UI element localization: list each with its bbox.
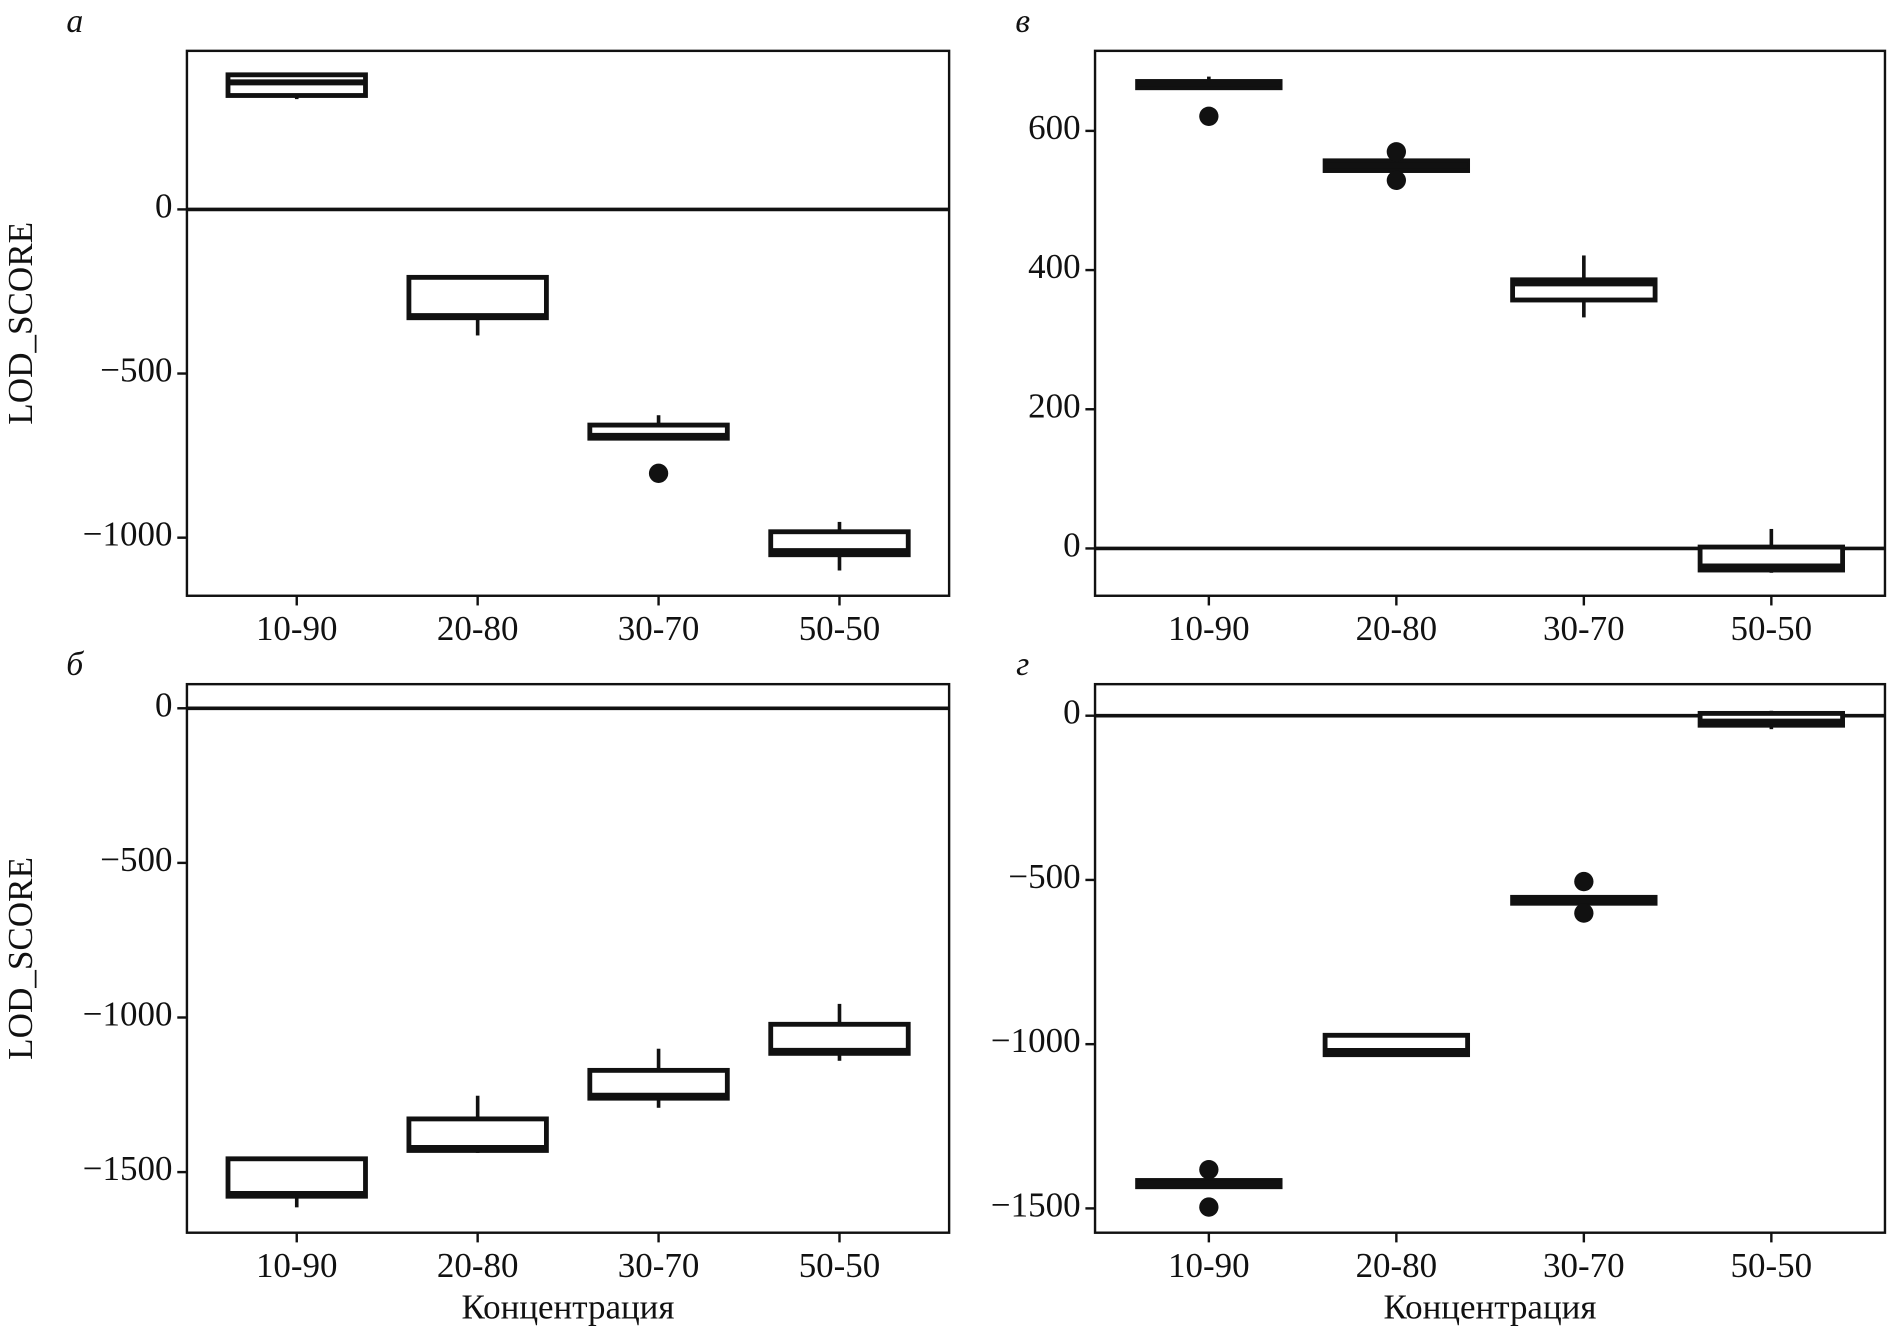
x-tick-label: 20-80 [437, 609, 519, 648]
x-axis-label: Концентрация [1384, 1287, 1597, 1326]
outlier [1386, 170, 1406, 190]
plot-frame [1093, 682, 1887, 1234]
y-tick-label: 0 [155, 685, 172, 724]
y-axis-label: LOD_SCORE [1, 222, 40, 425]
x-tick-label: 20-80 [437, 1246, 519, 1285]
x-tick-label: 10-90 [256, 609, 338, 648]
panel-label: б [66, 646, 84, 683]
x-tick-label: 20-80 [1356, 609, 1438, 648]
x-tick-label: 30-70 [618, 609, 700, 648]
outlier [1386, 142, 1406, 162]
x-tick-label: 10-90 [256, 1246, 338, 1285]
x-tick-label: 50-50 [799, 609, 881, 648]
y-tick-label: −500 [100, 351, 172, 390]
panel-label: г [1016, 646, 1029, 683]
plot-frame [185, 49, 951, 597]
outlier [648, 463, 669, 484]
x-tick-label: 50-50 [1731, 609, 1813, 648]
y-tick-label: −1500 [83, 1149, 173, 1188]
outlier [1574, 871, 1594, 892]
x-tick-label: 30-70 [1543, 609, 1625, 648]
y-tick-label: 0 [1063, 693, 1080, 732]
y-tick-label: −1000 [83, 515, 173, 554]
plot-frame [1093, 49, 1887, 597]
y-tick-label: −1000 [991, 1021, 1081, 1060]
box [406, 274, 549, 321]
plot-frame [185, 682, 951, 1234]
x-axis-label: Концентрация [462, 1287, 675, 1326]
y-tick-label: −1000 [83, 994, 173, 1033]
outlier [1199, 1197, 1219, 1217]
outlier [1199, 106, 1219, 126]
panel-label: а [66, 3, 83, 40]
panel-label: в [1015, 3, 1030, 40]
box [225, 1156, 368, 1199]
y-tick-label: 600 [1028, 108, 1080, 147]
x-tick-label: 30-70 [1543, 1246, 1625, 1285]
outlier [1199, 1159, 1219, 1180]
x-tick-label: 10-90 [1168, 1246, 1250, 1285]
outlier [1574, 903, 1594, 923]
y-tick-label: 200 [1028, 386, 1080, 425]
y-tick-label: −500 [1008, 857, 1080, 896]
x-tick-label: 50-50 [1731, 1246, 1813, 1285]
x-tick-label: 10-90 [1168, 609, 1250, 648]
x-tick-label: 50-50 [799, 1246, 881, 1285]
y-axis-label: LOD_SCORE [1, 857, 40, 1060]
x-tick-label: 20-80 [1356, 1246, 1438, 1285]
x-tick-label: 30-70 [618, 1246, 700, 1285]
y-tick-label: −1500 [991, 1185, 1081, 1224]
y-tick-label: 400 [1028, 247, 1080, 286]
y-tick-label: −500 [100, 840, 172, 879]
y-tick-label: 0 [155, 186, 172, 225]
y-tick-label: 0 [1063, 525, 1080, 564]
